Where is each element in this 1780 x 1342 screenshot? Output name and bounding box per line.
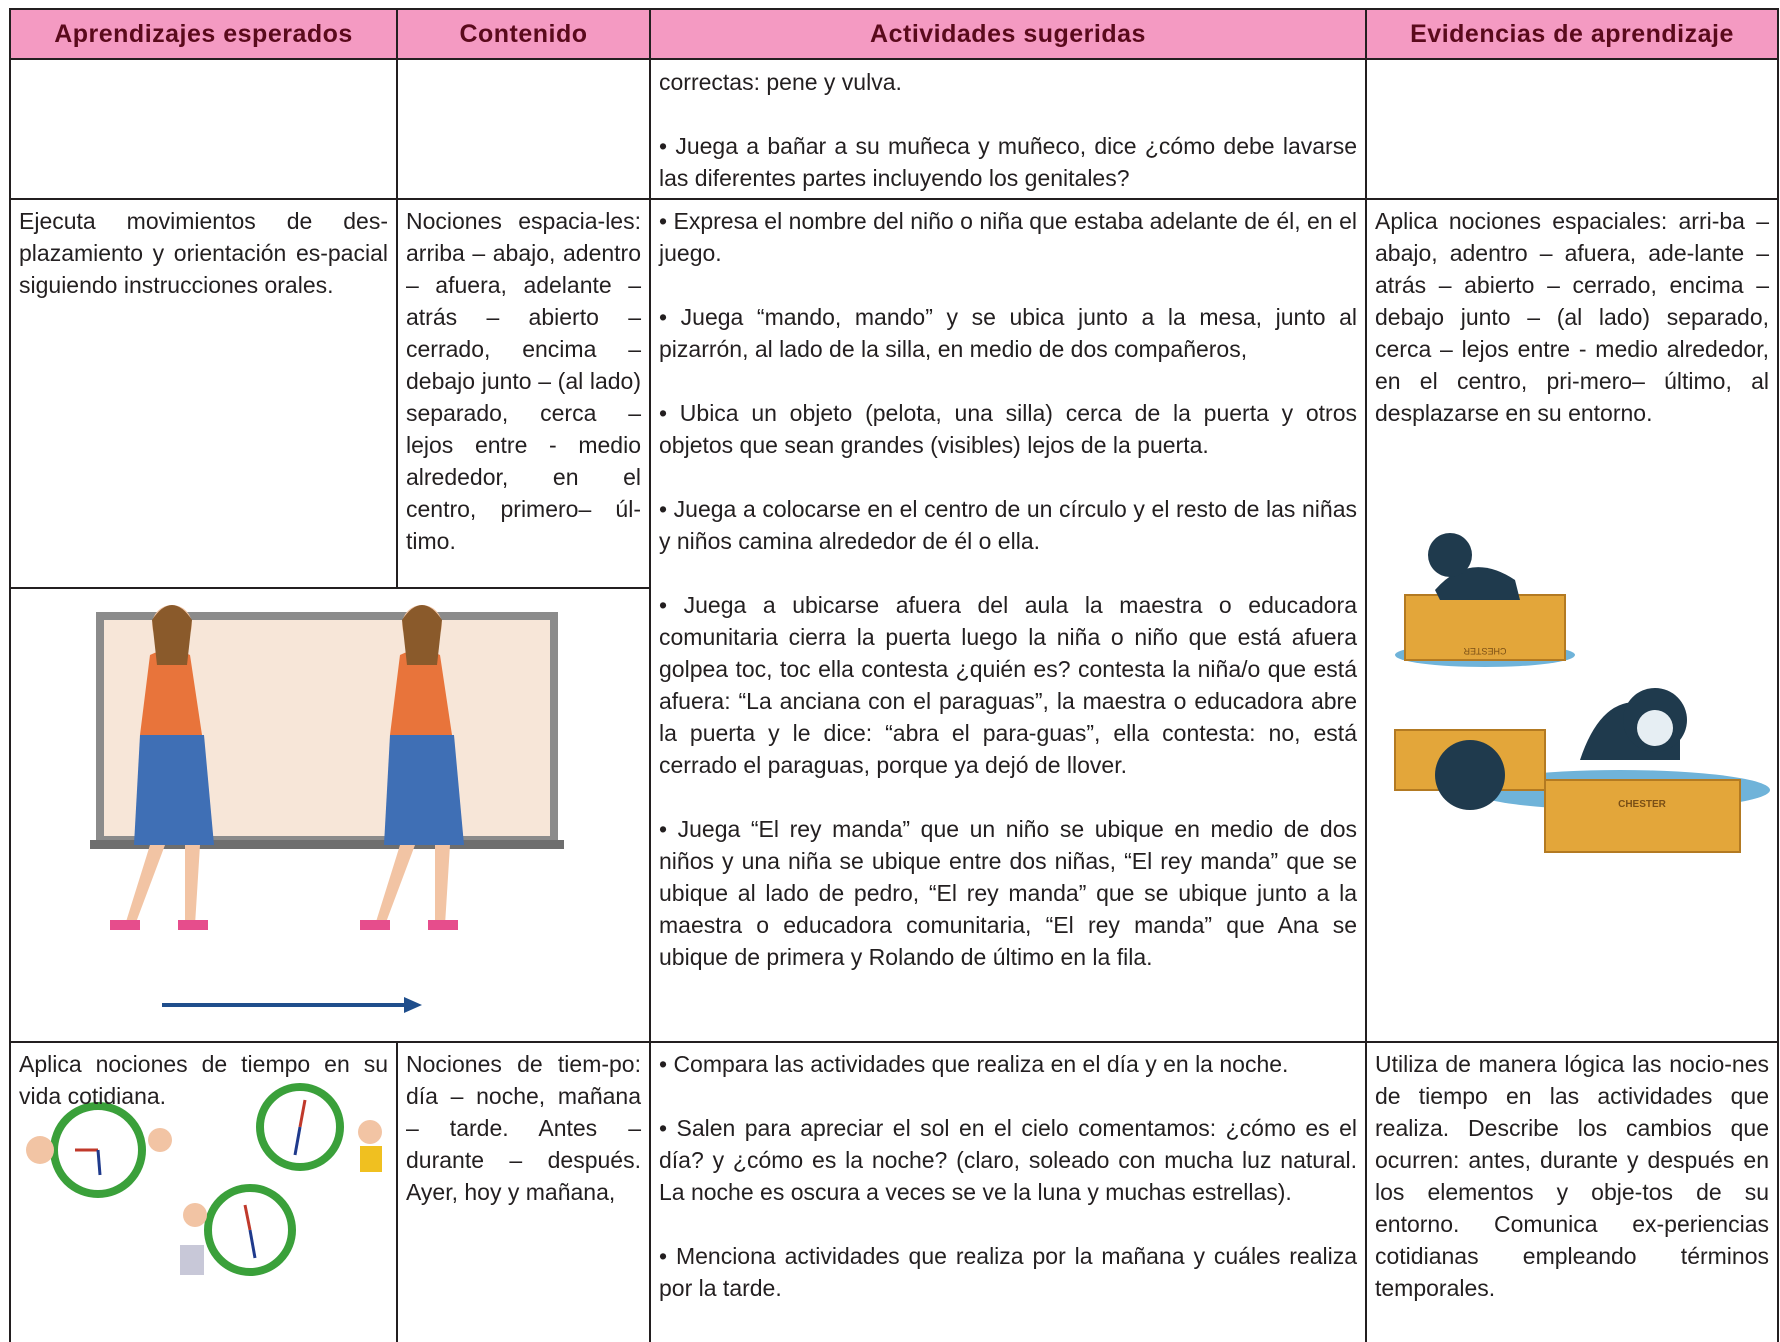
box-label: CHESTER: [1618, 799, 1667, 810]
activity: • Juega “El rey manda” que un niño se ub…: [659, 816, 1357, 970]
activities-cell: • Expresa el nombre del niño o niña que …: [650, 203, 1366, 1007]
activity: • Salen para apreciar el sol en el cielo…: [659, 1115, 1357, 1205]
activity: • Menciona actividades que realiza por l…: [659, 1243, 1357, 1301]
header-cell: Evidencias de aprendizaje: [1410, 19, 1734, 48]
expected-cell: Ejecuta movimientos de des-plazamiento y…: [19, 208, 388, 298]
activity: • Compara las actividades que realiza en…: [659, 1051, 1289, 1077]
clocks-illustration: [26, 1083, 382, 1276]
activities-cell: correctas: pene y vulva. • Juega a bañar …: [650, 64, 1366, 228]
teacher-illustration: [90, 605, 564, 1013]
activity: • Juega a bañar a su muñeca y muñeco, di…: [659, 133, 1357, 191]
activity: • Ubica un objeto (pelota, una silla) ce…: [659, 400, 1357, 458]
grid-lines: [9, 9, 1779, 1342]
header-band: [9, 8, 1779, 60]
cats-illustration: CHESTER CHESTER: [1394, 533, 1770, 853]
header-cell: Contenido: [459, 19, 588, 48]
activities-cell: • Compara las actividades que realiza en…: [650, 1046, 1366, 1338]
activity: • Juega a colocarse en el centro de un c…: [659, 496, 1357, 554]
header-cell: Actividades sugeridas: [870, 19, 1146, 48]
header-cell: Aprendizajes esperados: [54, 19, 353, 48]
activity: correctas: pene y vulva.: [659, 69, 902, 95]
activity: • Juega a ubicarse afuera del aula la ma…: [659, 592, 1357, 778]
activity: • Expresa el nombre del niño o niña que …: [659, 208, 1357, 266]
activity: • Juega “mando, mando” y se ubica junto …: [659, 304, 1357, 362]
content-cell: Nociones de tiem-po: día – noche, mañana…: [406, 1051, 641, 1205]
evidence-cell: Aplica nociones espaciales: arri-ba – ab…: [1375, 208, 1769, 426]
evidence-cell: Utiliza de manera lógica las nocio-nes d…: [1375, 1051, 1769, 1301]
content-cell: Nociones espacia-les: arriba – abajo, ad…: [406, 208, 641, 554]
box-label: CHESTER: [1463, 646, 1507, 656]
expected-cell: Aplica nociones de tiempo en su vida cot…: [19, 1051, 388, 1109]
